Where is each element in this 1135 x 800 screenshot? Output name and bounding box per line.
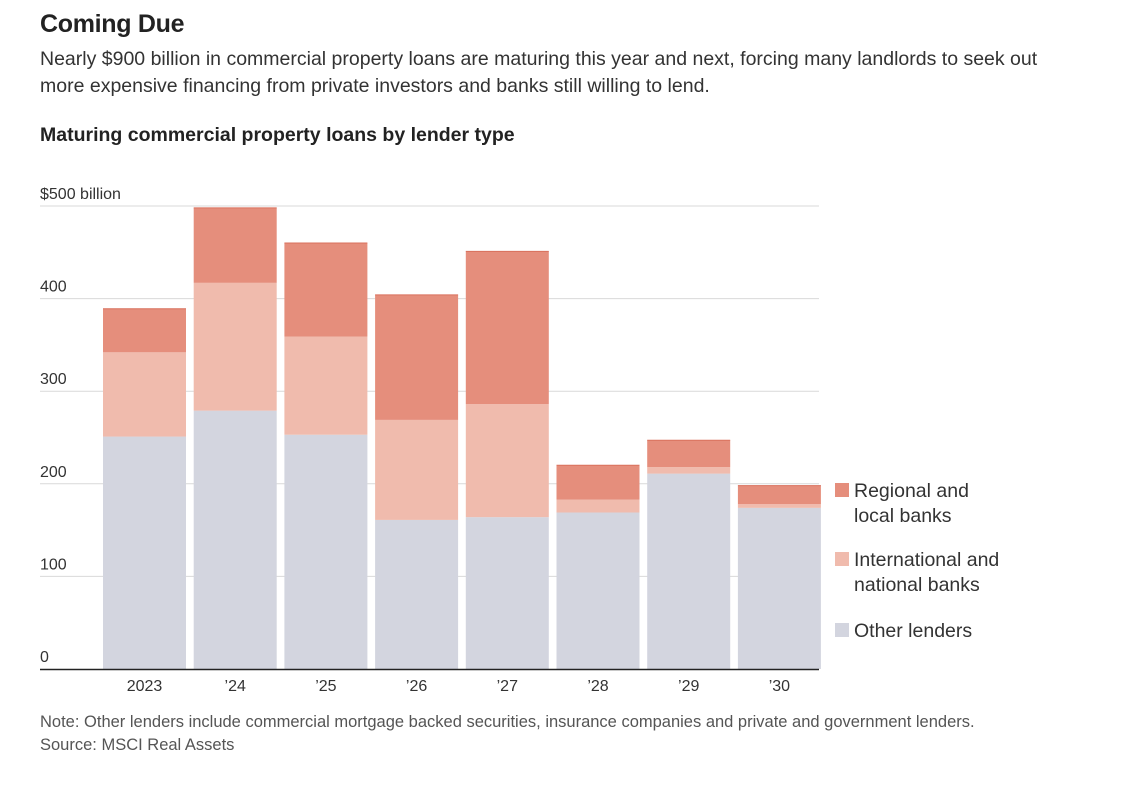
- y-tick-label: 0: [40, 649, 49, 666]
- legend-item-other: Other lenders: [835, 620, 972, 642]
- bar-segment-regional: [193, 207, 277, 283]
- x-tick-label: ’29: [678, 678, 699, 695]
- bar-segment-regional: [375, 294, 459, 420]
- bar-segment-international: [556, 499, 640, 513]
- legend-label: local banks: [854, 505, 952, 527]
- chart-footer: Note: Other lenders include commercial m…: [40, 711, 1000, 757]
- bar-segment-international: [103, 352, 186, 437]
- bar-segment-other: [375, 519, 459, 669]
- x-tick-label: ’26: [406, 678, 427, 695]
- bar-segment-regional: [284, 243, 368, 337]
- chart-dek: Nearly $900 billion in commercial proper…: [40, 48, 1038, 97]
- bar-segment-other: [647, 473, 731, 669]
- bar-segment-international: [647, 467, 731, 474]
- legend-swatch: [835, 552, 849, 566]
- x-tick-label: ’24: [225, 678, 246, 695]
- bar-segment-international: [375, 419, 459, 520]
- bar-segment-other: [737, 507, 821, 669]
- y-tick-label: 100: [40, 556, 67, 573]
- bar-segment-regional: [465, 251, 549, 405]
- legend-swatch: [835, 483, 849, 497]
- bar-stack: [103, 308, 186, 669]
- bar-segment-international: [737, 504, 821, 508]
- bar-segment-international: [465, 404, 549, 518]
- bar-segment-international: [193, 282, 277, 411]
- bars: [103, 207, 821, 669]
- bar-stack: [465, 250, 549, 669]
- chart-source: Source: MSCI Real Assets: [40, 736, 235, 754]
- bar-segment-regional: [556, 465, 640, 500]
- bar-stack: [737, 485, 821, 669]
- bar-segment-other: [103, 436, 186, 669]
- x-axis-ticks: 2023 ’24 ’25 ’26 ’27 ’28 ’29 ’30: [127, 678, 790, 695]
- y-tick-label: 400: [40, 279, 67, 296]
- legend-label: Other lenders: [854, 620, 972, 642]
- bar-stack: [193, 207, 277, 669]
- x-tick-label: 2023: [127, 678, 163, 695]
- legend-label: national banks: [854, 574, 980, 596]
- legend: Regional and local banks International and…: [835, 480, 999, 642]
- x-tick-label: ’30: [769, 678, 790, 695]
- bar-segment-regional: [103, 308, 186, 353]
- y-axis-ticks: 0 100 200 300 400 $500 billion: [40, 186, 121, 666]
- bar-segment-regional: [647, 440, 731, 468]
- bar-segment-other: [193, 410, 277, 669]
- legend-item-international: International and national banks: [835, 549, 999, 596]
- bar-segment-international: [284, 336, 368, 435]
- bar-segment-other: [556, 512, 640, 669]
- bar-segment-other: [465, 517, 549, 669]
- chart-headline: Coming Due: [40, 10, 185, 38]
- bar-segment-regional: [737, 485, 821, 505]
- chart-note: Note: Other lenders include commercial m…: [40, 713, 975, 731]
- bar-stack: [284, 242, 368, 669]
- bar-stack: [647, 439, 731, 669]
- bar-segment-other: [284, 434, 368, 669]
- bar-stack: [375, 294, 459, 669]
- x-tick-label: ’27: [497, 678, 518, 695]
- y-tick-label: 300: [40, 371, 67, 388]
- y-tick-label: $500 billion: [40, 186, 121, 203]
- legend-label: Regional and: [854, 480, 969, 502]
- x-tick-label: ’25: [315, 678, 336, 695]
- y-tick-label: 200: [40, 464, 67, 481]
- legend-item-regional: Regional and local banks: [835, 480, 969, 527]
- legend-swatch: [835, 623, 849, 637]
- legend-label: International and: [854, 549, 999, 571]
- chart-title: Maturing commercial property loans by le…: [40, 124, 515, 146]
- bar-stack: [556, 464, 640, 669]
- x-tick-label: ’28: [587, 678, 608, 695]
